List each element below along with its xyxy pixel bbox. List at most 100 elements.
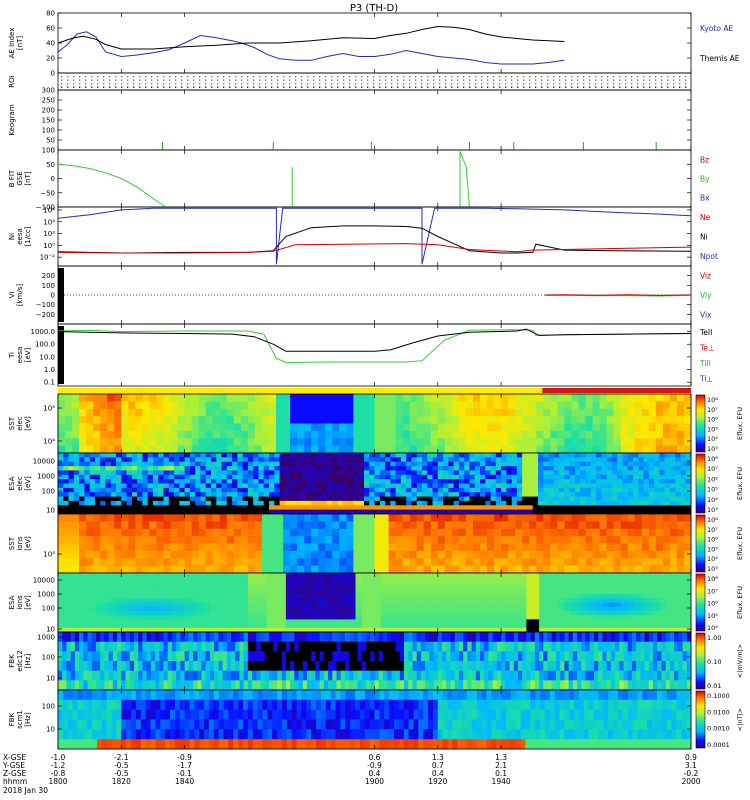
pixel <box>409 401 418 410</box>
pixel <box>58 536 66 544</box>
pixel <box>464 509 470 515</box>
pixel <box>318 401 326 410</box>
pixel <box>543 474 549 480</box>
pixel <box>508 423 516 432</box>
pixel <box>254 623 261 629</box>
pixel <box>171 610 179 616</box>
pixel <box>79 474 85 480</box>
pixel <box>416 496 423 502</box>
pixel <box>200 505 207 511</box>
colorbar-tick-sst_e-3: 10⁵ <box>707 425 718 433</box>
pixel <box>163 438 171 447</box>
pixel <box>79 470 85 476</box>
pixel <box>488 598 496 603</box>
pixel <box>327 487 333 493</box>
pixel <box>311 500 317 506</box>
pixel <box>627 536 636 544</box>
pixel <box>416 505 423 511</box>
pixel <box>346 543 354 552</box>
pixel <box>495 505 502 511</box>
pixel <box>121 394 129 402</box>
pixel <box>184 423 192 432</box>
pixel <box>437 509 444 515</box>
pixel <box>416 479 423 484</box>
roi-dot <box>235 86 237 88</box>
pixel <box>369 457 375 463</box>
pixel <box>664 505 671 511</box>
pixel <box>374 438 382 447</box>
pixel <box>495 509 502 515</box>
pixel <box>339 408 347 417</box>
pixel <box>184 487 191 493</box>
pixel <box>212 521 221 530</box>
pixel <box>70 619 78 624</box>
pixel <box>284 487 291 493</box>
pixel <box>349 602 356 608</box>
pixel <box>395 543 403 552</box>
pixel <box>195 496 201 502</box>
pixel <box>641 445 650 454</box>
pixel <box>290 457 296 463</box>
pixel <box>353 550 361 559</box>
pixel <box>684 565 692 574</box>
pixel <box>416 509 423 515</box>
pixel <box>211 474 217 480</box>
pixel <box>283 445 291 454</box>
pixel <box>585 479 592 484</box>
pixel <box>520 573 527 578</box>
pixel <box>79 423 87 432</box>
pixel <box>283 521 291 530</box>
pixel <box>507 573 515 578</box>
roi-dot <box>229 86 231 88</box>
pixel <box>233 550 242 559</box>
pixel <box>669 492 676 497</box>
pixel <box>506 474 513 480</box>
pixel <box>323 602 331 608</box>
pixel <box>253 509 259 515</box>
pixel <box>522 416 530 424</box>
pixel <box>205 487 212 493</box>
pixel <box>108 623 116 629</box>
pixel <box>545 585 553 591</box>
pixel <box>536 408 544 417</box>
roi-dot <box>547 83 549 85</box>
pixel <box>601 483 607 489</box>
pixel <box>191 423 199 432</box>
pixel <box>137 483 143 489</box>
pixel <box>260 619 268 624</box>
pixel <box>527 483 534 489</box>
pixel <box>147 487 154 493</box>
ylabel-sst_i-1: ions <box>16 536 24 551</box>
pixel <box>142 528 150 537</box>
pixel <box>298 577 306 582</box>
pixel <box>317 598 325 603</box>
pixel <box>96 627 103 633</box>
pixel <box>613 423 621 432</box>
pixel <box>276 408 284 417</box>
pixel <box>295 479 302 484</box>
pixel <box>469 461 476 467</box>
pixel <box>86 401 94 410</box>
pixel <box>292 615 299 620</box>
pixel <box>209 606 217 612</box>
pixel <box>121 581 128 586</box>
pixel <box>585 509 592 515</box>
pixel <box>269 416 277 424</box>
pixel <box>242 457 249 463</box>
pixel <box>86 445 94 454</box>
pixel <box>184 594 192 599</box>
pixel <box>200 479 207 484</box>
pixel <box>168 505 175 511</box>
pixel <box>77 577 84 582</box>
roi-dot <box>451 79 453 81</box>
pixel <box>184 606 192 612</box>
roi-dot <box>433 86 435 88</box>
pixel <box>659 483 666 489</box>
pixel <box>654 479 660 484</box>
pixel <box>70 598 78 603</box>
pixel <box>553 453 560 458</box>
pixel <box>606 479 613 484</box>
pixel <box>209 615 217 620</box>
pixel <box>318 558 326 567</box>
pixel <box>65 430 73 439</box>
